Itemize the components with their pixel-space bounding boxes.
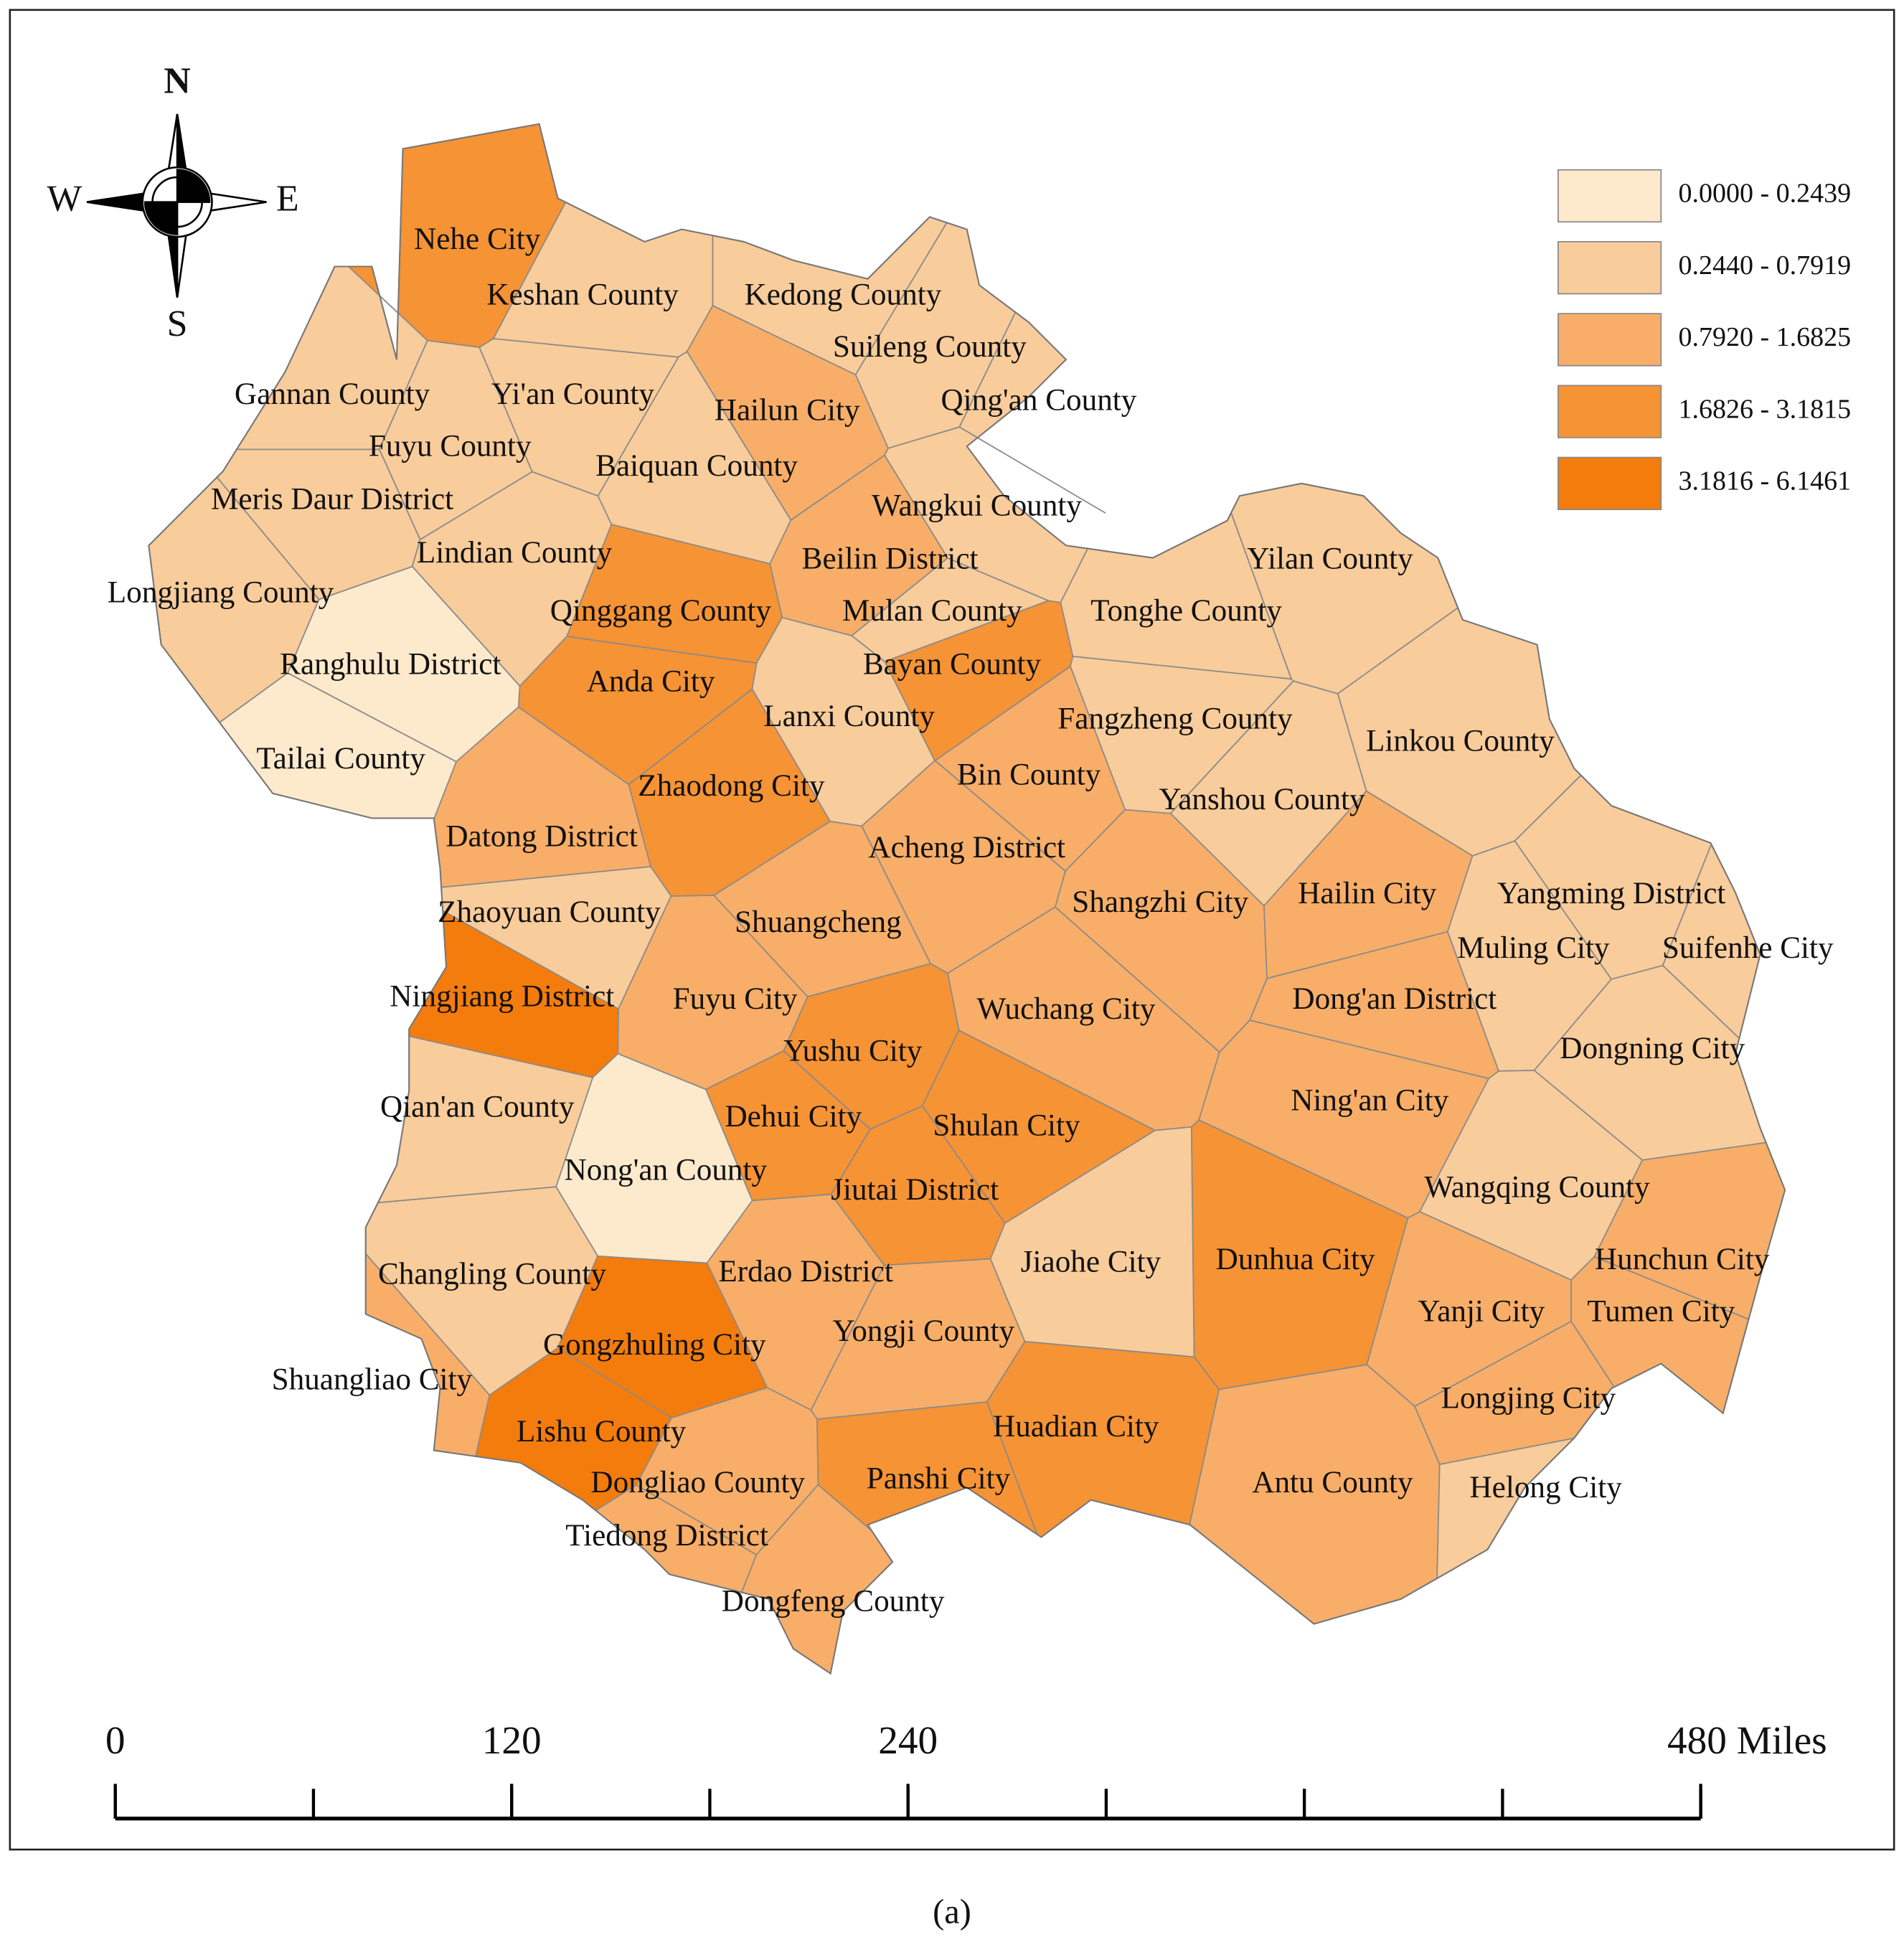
region-label: Erdao District xyxy=(718,1255,892,1289)
region-label: Muling City xyxy=(1457,931,1610,965)
legend-swatch xyxy=(1557,241,1662,295)
region-label: Dongfeng County xyxy=(722,1585,945,1619)
legend-swatch xyxy=(1557,456,1662,511)
region-label: Acheng District xyxy=(868,831,1065,865)
region-label: Tailai County xyxy=(256,742,425,776)
region-label: Hunchun City xyxy=(1595,1243,1770,1276)
region-label: Suifenhe City xyxy=(1662,931,1834,965)
region-label: Lanxi County xyxy=(763,700,935,733)
region-label: Hailun City xyxy=(715,393,860,427)
region-label: Gongzhuling City xyxy=(543,1328,766,1362)
region-label: Datong District xyxy=(446,820,637,854)
regions xyxy=(148,123,1786,1675)
caption: (a) xyxy=(933,1893,971,1931)
region-label: Lishu County xyxy=(517,1415,687,1449)
region-label: Mulan County xyxy=(842,594,1022,628)
region-label: Fangzheng County xyxy=(1057,702,1293,736)
region-label: Huadian City xyxy=(993,1410,1159,1444)
region-label: Shuangcheng xyxy=(735,905,902,939)
region-label: Baiquan County xyxy=(595,449,798,483)
region-label: Jiaohe City xyxy=(1021,1245,1161,1278)
legend-swatch xyxy=(1557,385,1662,438)
region-label: Yangming District xyxy=(1497,877,1725,910)
region-label: Ranghulu District xyxy=(280,647,501,681)
legend-label: 0.0000 - 0.2439 xyxy=(1679,179,1852,209)
region-label: Wangqing County xyxy=(1424,1171,1650,1205)
region-label: Wangkui County xyxy=(872,489,1082,522)
labels: Nehe City Keshan County Kedong County Suile… xyxy=(108,222,1834,1619)
region-label: Kedong County xyxy=(745,278,942,312)
region-label: Gannan County xyxy=(235,377,430,411)
region-label: Helong City xyxy=(1469,1471,1622,1504)
region-label: Antu County xyxy=(1252,1466,1413,1499)
region-label: Shulan City xyxy=(933,1108,1080,1142)
region-label: Meris Daur District xyxy=(211,483,453,517)
region-label: Fuyu County xyxy=(369,429,532,463)
compass-north: N xyxy=(164,60,190,101)
scale-label: 0 xyxy=(105,1718,126,1762)
region-label: Yilan County xyxy=(1247,542,1413,576)
region-label: Lindian County xyxy=(417,536,613,570)
legend-swatch xyxy=(1557,169,1662,223)
legend-swatch xyxy=(1557,313,1662,367)
region-label: Beilin District xyxy=(802,542,979,576)
legend-label: 1.6826 - 3.1815 xyxy=(1679,394,1852,424)
region-label: Zhaodong City xyxy=(638,769,825,803)
region-label: Dunhua City xyxy=(1216,1243,1375,1276)
compass-south: S xyxy=(167,303,188,344)
region-label: Tumen City xyxy=(1587,1294,1735,1328)
region-label: Suileng County xyxy=(833,330,1027,364)
scale-label: 480 Miles xyxy=(1667,1718,1827,1762)
scale-bar: 0 120 240 480 Miles xyxy=(105,1718,1827,1821)
region-label: Yanshou County xyxy=(1159,783,1365,816)
region-label: Zhaoyuan County xyxy=(438,895,661,929)
region-label: Yongji County xyxy=(832,1314,1014,1348)
region-label: Changling County xyxy=(378,1258,606,1291)
region-label: Panshi City xyxy=(867,1462,1011,1496)
region-label: Keshan County xyxy=(486,278,679,312)
region-label: Tonghe County xyxy=(1090,594,1282,628)
region-label: Qing'an County xyxy=(941,383,1136,417)
region-label: Dehui City xyxy=(725,1100,862,1134)
region-label: Fuyu City xyxy=(673,982,798,1016)
legend-label: 3.1816 - 6.1461 xyxy=(1679,466,1852,496)
region-label: Qinggang County xyxy=(550,594,772,628)
region-label: Ningjiang District xyxy=(390,980,614,1014)
region-label: Yi'an County xyxy=(491,377,655,411)
scale-label: 240 xyxy=(878,1718,938,1762)
compass xyxy=(86,113,267,298)
legend-label: 0.2440 - 0.7919 xyxy=(1679,250,1852,281)
region-label: Yanji City xyxy=(1418,1294,1545,1328)
region-label: Longjing City xyxy=(1441,1381,1616,1415)
region-label: Yushu City xyxy=(783,1035,923,1068)
compass-west: W xyxy=(47,179,82,220)
region-label: Shuangliao City xyxy=(272,1362,473,1396)
region-label: Wuchang City xyxy=(976,992,1155,1026)
region-label: Jiutai District xyxy=(831,1173,999,1207)
region-label: Tiedong District xyxy=(565,1519,768,1553)
region-label: Longjiang County xyxy=(108,575,334,609)
region-label: Nehe City xyxy=(414,222,541,256)
legend: 0.0000 - 0.2439 0.2440 - 0.7919 0.7920 - 1… xyxy=(1557,169,1852,511)
region-label: Ning'an City xyxy=(1291,1084,1449,1118)
region-label: Qian'an County xyxy=(380,1090,575,1124)
region-label: Dong'an District xyxy=(1292,982,1497,1016)
compass-east: E xyxy=(276,179,299,220)
region-label: Nong'an County xyxy=(565,1153,768,1187)
region-label: Anda City xyxy=(587,665,715,699)
scale-label: 120 xyxy=(482,1718,542,1762)
legend-label: 0.7920 - 1.6825 xyxy=(1679,322,1852,352)
region-label: Bayan County xyxy=(863,647,1042,681)
region-label: Bin County xyxy=(957,758,1101,791)
region-label: Linkou County xyxy=(1366,725,1555,758)
region-label: Shangzhi City xyxy=(1072,885,1248,919)
region-label: Hailin City xyxy=(1298,877,1437,910)
region-label: Dongliao County xyxy=(590,1466,805,1499)
region-outline xyxy=(148,123,1786,1675)
region-label: Dongning City xyxy=(1560,1032,1745,1065)
